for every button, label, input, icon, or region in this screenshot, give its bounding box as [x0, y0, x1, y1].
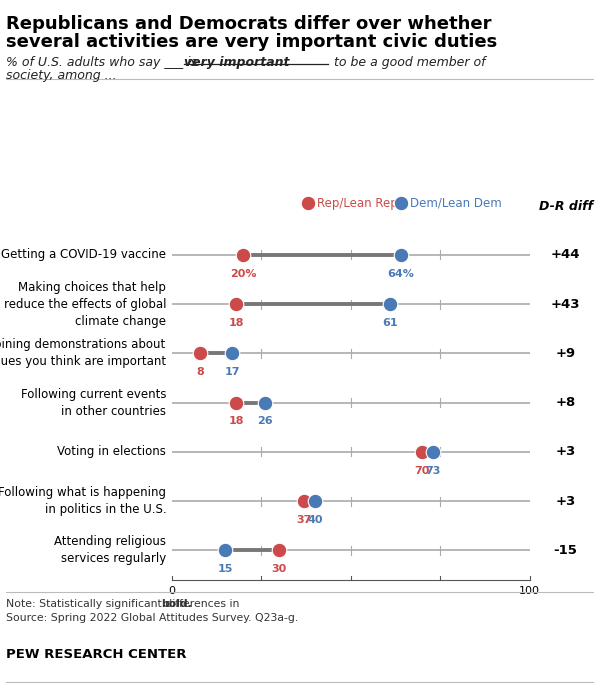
- Text: 20%: 20%: [230, 269, 256, 279]
- Text: society, among ...: society, among ...: [6, 70, 117, 83]
- Text: +8: +8: [556, 396, 576, 409]
- Text: 30: 30: [272, 564, 287, 574]
- Point: [418, 446, 427, 457]
- Point: [303, 197, 312, 208]
- Text: 100: 100: [520, 586, 540, 596]
- Text: bold.: bold.: [161, 599, 192, 609]
- Text: Note: Statistically significant differences in: Note: Statistically significant differen…: [6, 599, 243, 609]
- Point: [196, 348, 205, 359]
- Point: [260, 397, 270, 408]
- Text: Following what is happening
in politics in the U.S.: Following what is happening in politics …: [0, 486, 166, 516]
- Point: [310, 496, 320, 507]
- Point: [231, 299, 241, 310]
- Text: Getting a COVID-19 vaccine: Getting a COVID-19 vaccine: [1, 248, 166, 261]
- Text: +3: +3: [556, 495, 576, 507]
- Point: [231, 397, 241, 408]
- Point: [396, 250, 406, 261]
- Point: [220, 545, 230, 556]
- Point: [228, 348, 237, 359]
- Text: 18: 18: [228, 416, 244, 427]
- Point: [396, 197, 406, 208]
- Text: % of U.S. adults who say ___ is: % of U.S. adults who say ___ is: [6, 56, 201, 69]
- Text: 70: 70: [415, 466, 430, 475]
- Text: +3: +3: [556, 445, 576, 458]
- Text: 17: 17: [225, 367, 240, 377]
- Point: [385, 299, 395, 310]
- Text: 15: 15: [217, 564, 233, 574]
- Text: 18: 18: [228, 318, 244, 328]
- Text: Voting in elections: Voting in elections: [57, 445, 166, 458]
- Text: Source: Spring 2022 Global Attitudes Survey. Q23a-g.: Source: Spring 2022 Global Attitudes Sur…: [6, 613, 298, 623]
- Text: 61: 61: [382, 318, 398, 328]
- Text: to be a good member of: to be a good member of: [330, 56, 485, 69]
- Text: Attending religious
services regularly: Attending religious services regularly: [54, 535, 166, 565]
- Text: very important: very important: [184, 56, 289, 69]
- Text: Rep/Lean Rep: Rep/Lean Rep: [317, 197, 397, 210]
- Point: [274, 545, 284, 556]
- Text: several activities are very important civic duties: several activities are very important ci…: [6, 33, 497, 51]
- Text: 64%: 64%: [387, 269, 414, 279]
- Text: +43: +43: [551, 297, 580, 311]
- Text: 73: 73: [426, 466, 441, 475]
- Text: 37: 37: [296, 515, 312, 525]
- Point: [428, 446, 438, 457]
- Point: [299, 496, 309, 507]
- Text: 8: 8: [196, 367, 204, 377]
- Text: 40: 40: [307, 515, 323, 525]
- Text: Making choices that help
reduce the effects of global
climate change: Making choices that help reduce the effe…: [4, 281, 166, 327]
- Text: Republicans and Democrats differ over whether: Republicans and Democrats differ over wh…: [6, 15, 491, 33]
- Text: Joining demonstrations about
issues you think are important: Joining demonstrations about issues you …: [0, 338, 166, 368]
- Point: [238, 250, 248, 261]
- Text: -15: -15: [554, 544, 577, 557]
- Text: 0: 0: [168, 586, 175, 596]
- Text: +9: +9: [556, 347, 576, 360]
- Text: Dem/Lean Dem: Dem/Lean Dem: [410, 197, 501, 210]
- Text: 26: 26: [257, 416, 273, 427]
- Text: +44: +44: [551, 248, 580, 261]
- Text: PEW RESEARCH CENTER: PEW RESEARCH CENTER: [6, 648, 187, 661]
- Text: D-R diff: D-R diff: [539, 200, 592, 213]
- Text: Following current events
in other countries: Following current events in other countr…: [20, 388, 166, 418]
